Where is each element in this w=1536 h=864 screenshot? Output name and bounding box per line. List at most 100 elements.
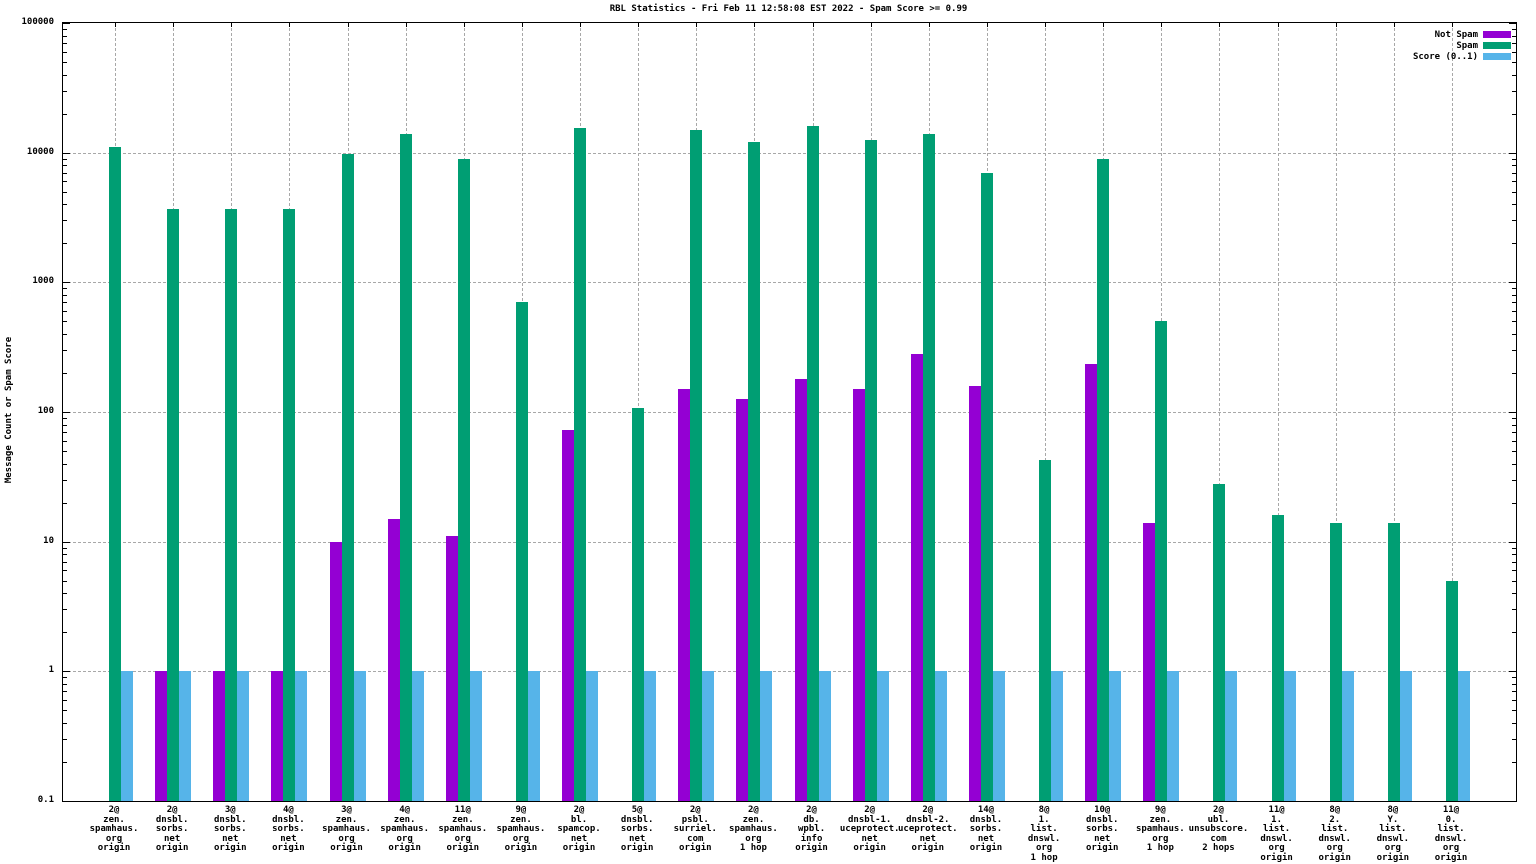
y-major-tick-left (63, 671, 70, 673)
x-tick-label-line: origin (1260, 852, 1293, 863)
x-tick-label-line: org (1442, 843, 1460, 853)
x-tick-label-line: zen. (451, 814, 474, 825)
chart-title: RBL Statistics - Fri Feb 11 12:58:08 EST… (609, 4, 968, 14)
y-minor-tick-right (1512, 479, 1516, 481)
x-tick-top (1335, 23, 1337, 27)
x-tick-label-line: dnsbl-2. (906, 814, 950, 825)
x-tick-label-line: 2@ (864, 805, 876, 815)
x-tick-label-line: origin (213, 843, 247, 853)
x-tick-label-line: com (687, 833, 704, 844)
y-minor-tick-right (1512, 220, 1516, 222)
x-tick-label: 2@ ubl. unsubscore. com 2 hops (1174, 805, 1262, 854)
y-minor-tick-left (63, 700, 67, 702)
x-tick-label-line: net (861, 833, 878, 844)
x-tick-label: 8@ 1. list. dnswl. org 1 hop (1000, 805, 1088, 863)
bar-not-spam-16 (968, 385, 981, 801)
bar-spam-13 (806, 126, 819, 801)
x-tick-label-line: 4@ (399, 805, 411, 815)
x-tick-top (812, 23, 814, 27)
x-tick-label: 4@ zen. spamhaus. org origin (361, 805, 449, 854)
x-tick-label-line: net (629, 833, 646, 844)
bar-score-4 (295, 671, 308, 801)
bar-score-5 (353, 671, 366, 801)
x-tick-label-line: origin (446, 843, 480, 853)
y-minor-tick-left (63, 113, 67, 115)
y-minor-tick-right (1512, 191, 1516, 193)
x-tick-label-line: spamhaus. (322, 824, 371, 834)
y-minor-tick-left (63, 417, 67, 419)
x-tick-label-line: 8@ (1329, 805, 1341, 815)
bar-spam-9 (574, 127, 587, 801)
bar-score-24 (1458, 671, 1470, 801)
bar-score-13 (818, 671, 831, 801)
y-minor-tick-left (63, 350, 67, 352)
bar-spam-18 (1097, 159, 1110, 801)
x-tick-top (1045, 23, 1047, 27)
y-major-tick-left (63, 541, 70, 543)
y-tick-label: 10000 (26, 146, 54, 157)
plot-area (62, 22, 1517, 802)
y-minor-tick-right (1512, 113, 1516, 115)
y-minor-tick-right (1512, 417, 1516, 419)
y-major-tick-left (63, 23, 70, 24)
x-tick-label-line: 1. (1271, 814, 1283, 825)
y-minor-tick-right (1512, 561, 1516, 563)
x-tick-label-line: 0. (1445, 814, 1457, 825)
bar-not-spam-9 (562, 430, 575, 801)
y-tick-label: 1 (48, 665, 54, 676)
legend-item-spam: Spam (1413, 40, 1511, 51)
x-tick-label: 11@ zen. spamhaus. org origin (419, 805, 507, 854)
x-tick-label-line: org (745, 833, 762, 844)
x-tick-label-line: origin (155, 843, 189, 853)
y-minor-tick-left (63, 691, 67, 693)
x-tick-label-line: 8@ (1387, 805, 1399, 815)
y-minor-tick-right (1512, 700, 1516, 702)
legend: Not Spam Spam Score (0..1) (1413, 29, 1511, 62)
x-tick-label-line: 1. (1038, 814, 1050, 825)
x-tick-label-line: 2@ (573, 805, 585, 815)
y-minor-tick-left (63, 761, 67, 763)
x-tick-label: 9@ zen. spamhaus. org origin (477, 805, 565, 854)
y-minor-tick-left (63, 311, 67, 313)
x-tick-top (1277, 23, 1279, 27)
x-tick-label-line: 5@ (631, 805, 643, 815)
bar-spam-16 (980, 172, 993, 801)
bar-not-spam-6 (387, 518, 400, 801)
horizontal-gridline (63, 282, 1516, 284)
y-minor-tick-right (1512, 683, 1516, 685)
y-minor-tick-right (1512, 463, 1516, 465)
horizontal-gridline (63, 152, 1516, 154)
bar-not-spam-11 (678, 389, 691, 801)
x-tick-top (696, 23, 698, 27)
x-tick-top (1452, 23, 1453, 27)
x-tick-label-line: sorbs. (213, 824, 247, 834)
x-tick-top (173, 23, 175, 27)
x-tick-label-line: 2. (1329, 814, 1341, 825)
bar-spam-11 (690, 129, 703, 801)
x-tick-top (986, 23, 988, 27)
bar-not-spam-2 (155, 671, 168, 801)
horizontal-gridline (63, 671, 1516, 673)
bar-spam-24 (1446, 580, 1458, 801)
y-minor-tick-right (1512, 181, 1516, 183)
y-major-tick-left (63, 152, 70, 154)
y-minor-tick-right (1512, 90, 1516, 92)
bar-score-7 (469, 671, 482, 801)
x-tick-top (928, 23, 930, 27)
y-minor-tick-left (63, 172, 67, 174)
y-minor-tick-right (1512, 432, 1516, 434)
x-tick-label: 10@ dnsbl. sorbs. net origin (1058, 805, 1146, 854)
bar-score-11 (702, 671, 715, 801)
y-minor-tick-right (1512, 172, 1516, 174)
y-minor-tick-left (63, 220, 67, 222)
x-tick-top (870, 23, 872, 27)
x-tick-label-line: sorbs. (620, 824, 654, 834)
x-tick-label-line: uceprotect. (839, 824, 900, 834)
bar-spam-22 (1329, 522, 1342, 801)
x-tick-label-line: origin (679, 843, 712, 853)
bar-not-spam-13 (794, 378, 807, 801)
x-tick-label-line: list. (1437, 824, 1465, 834)
x-tick-label-line: spamhaus. (1135, 824, 1185, 834)
y-minor-tick-left (63, 181, 67, 183)
